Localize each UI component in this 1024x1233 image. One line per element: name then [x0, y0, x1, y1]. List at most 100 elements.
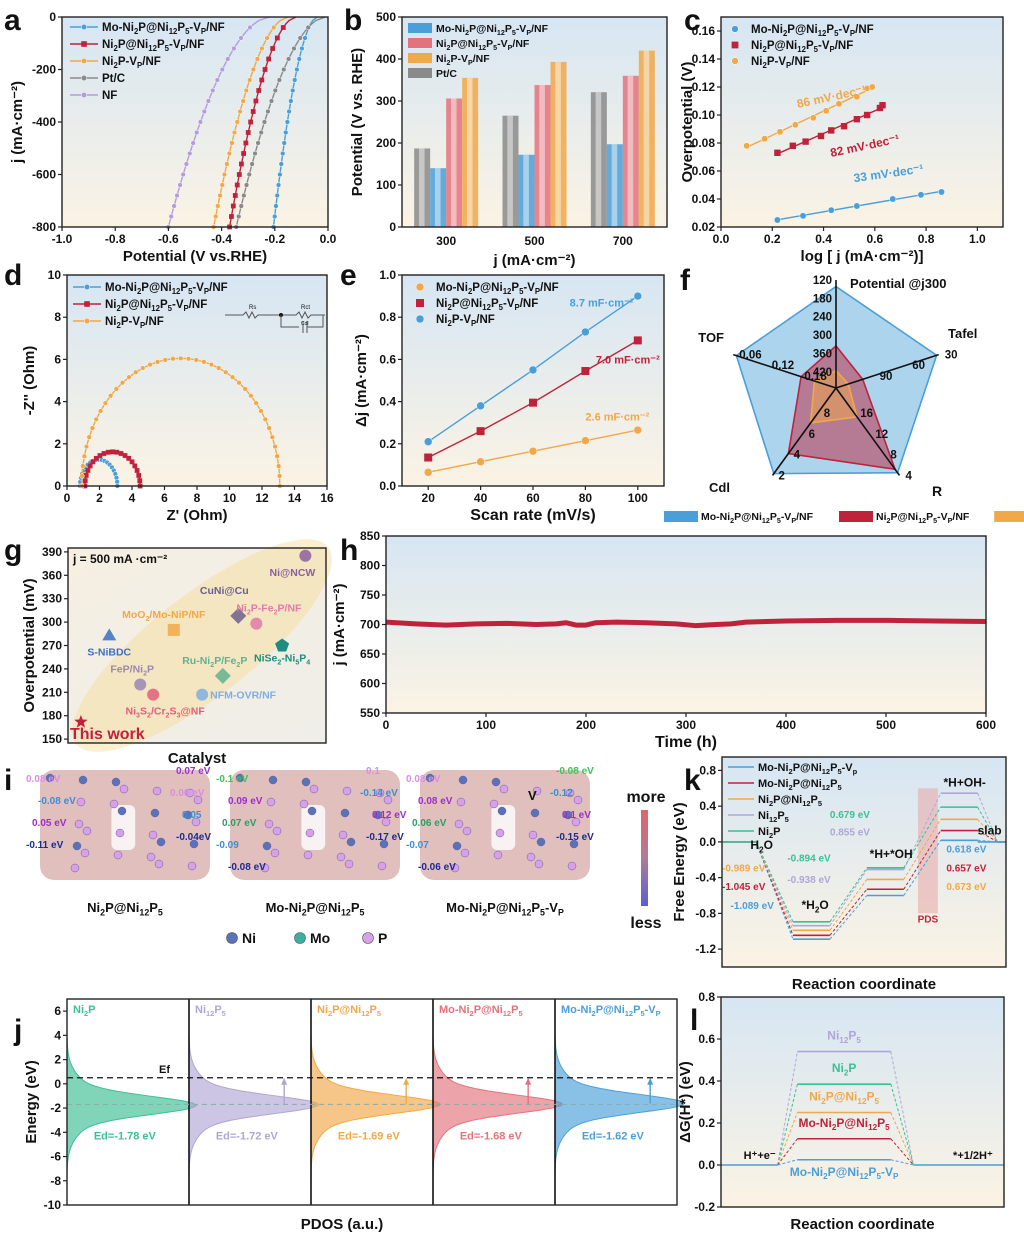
atom-p	[109, 799, 119, 809]
a-xtick-label: -0.8	[105, 232, 126, 246]
x-axis-title: Catalyst	[168, 750, 226, 767]
data-point	[216, 365, 222, 371]
pdos-curve	[554, 1035, 686, 1182]
data-point	[79, 473, 85, 479]
charge-label: -0.11 eV	[26, 840, 64, 851]
charge-label: 0.07 eV	[222, 818, 257, 829]
data-point	[133, 369, 139, 375]
data-point	[290, 87, 296, 94]
g-ytick-label: 360	[42, 568, 62, 582]
j-ytick-label: 0	[54, 1077, 61, 1091]
atom-p	[338, 830, 348, 840]
legend-swatch	[839, 511, 873, 522]
e-xtick-label: 80	[579, 491, 593, 505]
bar	[502, 115, 519, 227]
atom-p	[573, 795, 583, 805]
data-point	[230, 203, 236, 209]
atom-p	[567, 861, 577, 871]
k-ytick-label: -0.8	[695, 906, 716, 920]
legend-marker	[731, 57, 739, 65]
data-point	[802, 138, 809, 145]
data-point	[113, 386, 120, 392]
atom-p	[119, 784, 129, 794]
e-xtick-label: 40	[474, 491, 488, 505]
radar-tick-label: 360	[813, 348, 832, 360]
atom-p	[76, 797, 86, 807]
pdos-curve	[188, 1034, 319, 1182]
barrier-annotation: 0.618 eV	[946, 845, 986, 856]
y-axis-title: -Z'' (Ohm)	[21, 346, 38, 416]
data-point	[272, 87, 278, 94]
data-point	[581, 367, 590, 376]
data-point	[266, 56, 272, 62]
bar	[534, 85, 551, 227]
d-band-center-label: Ed=-1.68 eV	[460, 1131, 523, 1143]
atom-p	[70, 863, 80, 873]
atom-p	[456, 797, 466, 807]
atom-ni	[458, 775, 468, 785]
transition-line	[777, 1138, 798, 1166]
shift-arrowhead	[525, 1077, 532, 1085]
radar-axis	[835, 387, 901, 476]
atom-p	[82, 826, 92, 836]
h-xtick-label: 400	[776, 718, 796, 732]
charge-label: 0.06 eV	[412, 818, 447, 829]
data-point	[879, 102, 886, 109]
data-point	[476, 427, 485, 436]
structure-gap	[301, 805, 326, 850]
data-point	[82, 478, 88, 484]
atom-p	[148, 830, 158, 840]
data-point	[853, 116, 861, 123]
transition-line	[903, 830, 942, 890]
d-xtick-label: 4	[129, 491, 136, 505]
bar	[622, 75, 639, 227]
panel-k-background	[722, 757, 1006, 967]
charge-label: 0.06 eV	[170, 788, 205, 799]
atom-legend-marker	[362, 932, 374, 944]
point-label: NiSe2-Ni5P4	[254, 653, 310, 667]
transition-line	[777, 1084, 798, 1166]
data-point	[126, 374, 132, 380]
j-ytick-label: -2	[50, 1101, 61, 1115]
panel-label-k: k	[684, 764, 701, 797]
atom-p	[152, 786, 162, 796]
pdos-series-name: Ni2P@Ni12P5	[317, 1004, 381, 1018]
atom-p	[185, 788, 195, 798]
charge-label: 0.12 eV	[372, 810, 407, 821]
data-point	[193, 357, 199, 363]
data-point	[249, 161, 255, 167]
transition-line	[890, 1112, 914, 1166]
fermi-label: Ef	[159, 1064, 170, 1076]
bar-highlight	[627, 75, 634, 227]
data-point	[248, 393, 254, 399]
atom-p	[526, 852, 536, 862]
pdos-curve	[432, 1035, 563, 1182]
atom-p	[264, 819, 274, 829]
g-ytick-label: 330	[42, 592, 62, 606]
legend-label: Pt/C	[436, 68, 457, 80]
barrier-annotation: 0.679 eV	[830, 810, 870, 821]
charge-label: 0.1	[366, 766, 380, 777]
panel-label-d: d	[4, 259, 22, 292]
charge-label: -0.09	[216, 840, 239, 851]
atom-p	[450, 863, 460, 873]
data-point	[633, 425, 643, 435]
data-point	[868, 83, 876, 91]
atom-p	[342, 786, 352, 796]
d-band-center-label: Ed=-1.72 eV	[216, 1131, 279, 1143]
energy-annotation: -1.045 eV	[722, 882, 766, 893]
x-category-label: 700	[613, 234, 633, 248]
bar-highlight	[434, 168, 441, 227]
transition-line	[829, 869, 868, 926]
y-axis-title: j (mA·cm⁻²)	[9, 81, 26, 164]
state-label: *H2O	[802, 898, 829, 914]
marker-circle	[147, 688, 160, 701]
bar-highlight	[539, 85, 545, 227]
g-ytick-label: 180	[42, 709, 62, 723]
atom-ni	[268, 775, 278, 785]
a-xtick-label: 0.0	[320, 232, 337, 246]
data-point	[761, 135, 769, 143]
point-label: Ni2P-Fe2P/NF	[236, 603, 302, 617]
data-point	[190, 140, 196, 146]
data-point	[174, 192, 180, 199]
